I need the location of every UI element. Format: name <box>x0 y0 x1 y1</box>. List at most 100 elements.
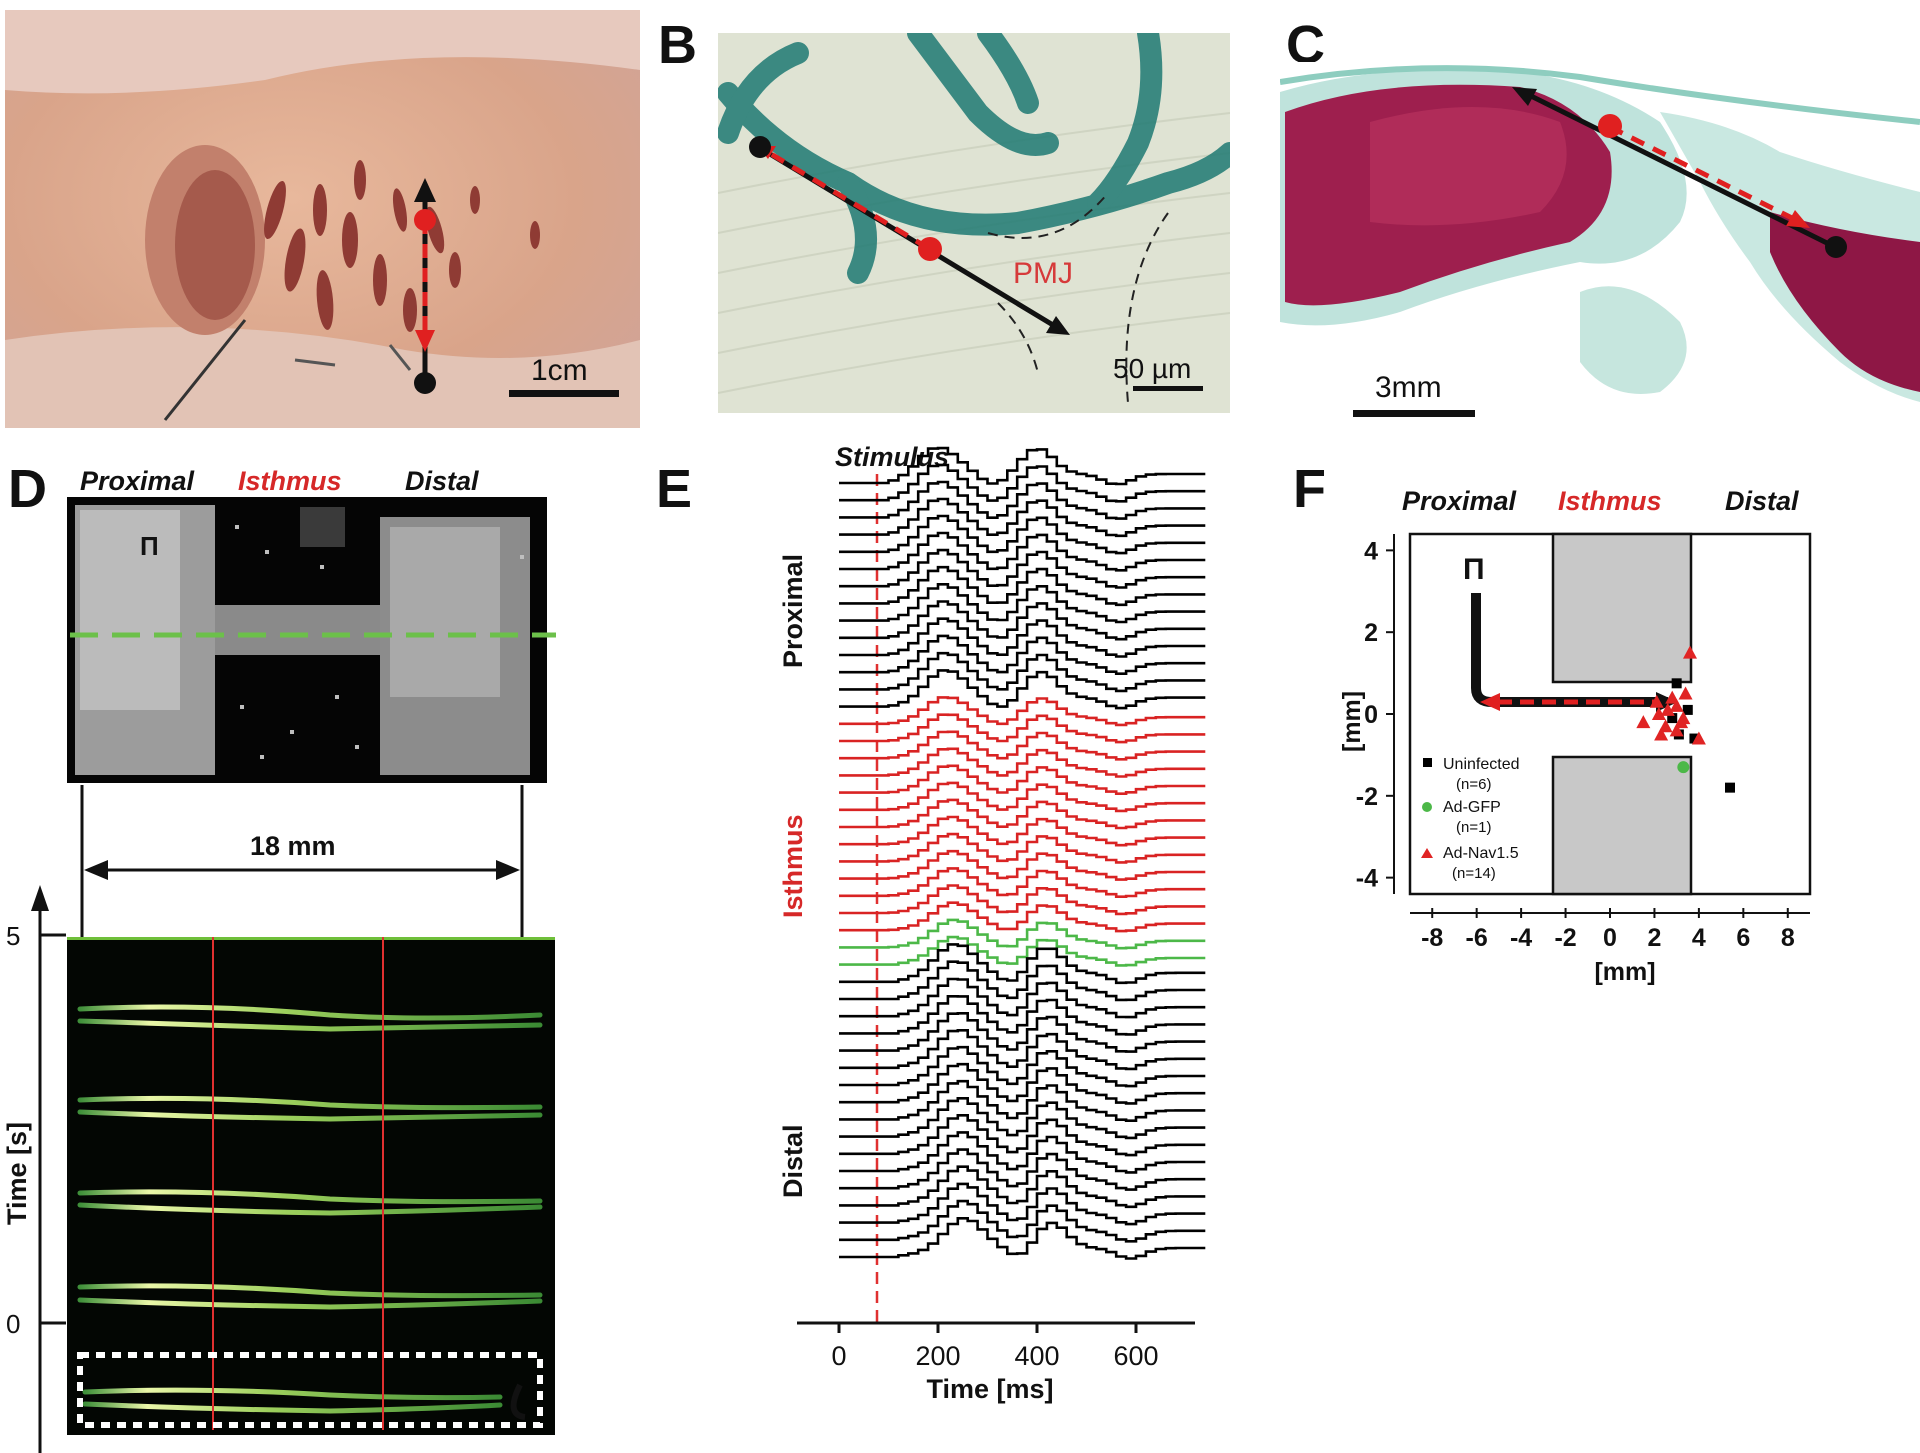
time-tick-0: 0 <box>6 1309 20 1339</box>
time-tick-5: 5 <box>6 921 20 951</box>
trace-line <box>839 935 1206 967</box>
trace-line <box>839 1148 1206 1191</box>
trace-line <box>839 514 1206 555</box>
dimension-label: 18 mm <box>250 831 336 861</box>
scatter-point-ad-nav1-5 <box>1669 698 1684 712</box>
scatter-point-uninfected <box>1671 678 1682 689</box>
stimulus-label: Stimulus <box>835 442 949 472</box>
trace-line <box>839 781 1206 813</box>
trace-line <box>839 634 1206 675</box>
f-xlabel: [mm] <box>1594 958 1655 986</box>
scale-bar-b <box>1133 386 1203 391</box>
trace-line <box>839 884 1206 916</box>
panel-label-d: D <box>8 459 47 519</box>
trace-line <box>839 1045 1206 1088</box>
trace-line <box>839 849 1206 881</box>
pi-electrode-d: П <box>140 531 159 561</box>
scatter-point-ad-nav1-5 <box>1669 723 1684 737</box>
region-isthmus-f: Isthmus <box>1558 486 1662 516</box>
group-label-proximal: Proximal <box>778 554 808 668</box>
trace-line <box>839 446 1206 486</box>
trace-line <box>839 918 1206 950</box>
scatter-point-ad-nav1-5 <box>1665 690 1680 704</box>
trace-line <box>839 651 1206 693</box>
legend-label-uninfected: Uninfected <box>1443 756 1520 773</box>
trace-line <box>839 943 1206 985</box>
trichrome-section-illustration: 3mm <box>1280 62 1920 422</box>
trace-line <box>839 713 1206 744</box>
conduction-arrow-c <box>1512 87 1847 258</box>
e-xtick-0: 0 <box>831 1341 846 1371</box>
legend-label-gfp: Ad-GFP <box>1443 799 1501 816</box>
f-xtick-label: -8 <box>1421 924 1443 952</box>
trace-line <box>839 1012 1206 1053</box>
trace-line <box>839 1062 1206 1105</box>
group-label-distal: Distal <box>778 1124 808 1198</box>
legend-marker-uninfected <box>1423 758 1432 767</box>
panel-label-b: B <box>658 15 697 75</box>
time-axis-label: Time [s] <box>2 1122 32 1225</box>
panel-label-f: F <box>1293 459 1326 519</box>
panel-d-figure: Proximal Isthmus Distal П 18 mm 5 0 Time… <box>2 466 556 1453</box>
e-xtick-200: 200 <box>915 1341 960 1371</box>
trace-line <box>839 1182 1206 1226</box>
isthmus-block-top <box>1551 532 1693 684</box>
scale-label-b: 50 µm <box>1113 353 1191 384</box>
f-xtick-label: -2 <box>1554 924 1576 952</box>
conduction-arrow-b <box>749 136 1070 335</box>
legend-marker-gfp <box>1422 802 1432 812</box>
f-xtick-label: 4 <box>1692 924 1706 952</box>
f-xtick-label: 0 <box>1603 924 1617 952</box>
scatter-point-uninfected <box>1667 713 1678 724</box>
heart-dissection-photo: 1cm <box>5 10 640 428</box>
scatter-point-uninfected <box>1725 782 1735 793</box>
trace-line <box>839 548 1206 589</box>
scatter-point-ad-nav1-5 <box>1660 702 1675 716</box>
scatter-point-ad-gfp <box>1677 761 1690 774</box>
region-proximal-d: Proximal <box>80 466 195 496</box>
scatter-point-ad-nav1-5 <box>1658 719 1673 733</box>
trace-line <box>839 1165 1206 1209</box>
scale-bar-c <box>1353 410 1475 417</box>
heart-dissection-illustration: 1cm <box>5 10 640 428</box>
scatter-point-ad-nav1-5 <box>1683 645 1697 659</box>
trace-line <box>839 747 1206 778</box>
trace-line <box>839 565 1206 607</box>
trace-line <box>839 815 1206 847</box>
conduction-arrow-a <box>414 178 436 394</box>
legend-label-nav15: Ad-Nav1.5 <box>1443 845 1519 862</box>
f-legend: Uninfected (n=6) Ad-GFP (n=1) Ad-Nav1.5 … <box>1421 756 1520 882</box>
scale-label-c: 3mm <box>1375 371 1442 404</box>
trace-line <box>839 617 1206 658</box>
f-xtick-label: -6 <box>1466 924 1488 952</box>
legend-n-nav15: (n=14) <box>1452 865 1496 882</box>
trace-line <box>839 1131 1206 1174</box>
trace-line <box>839 867 1206 898</box>
scatter-point-uninfected <box>1682 704 1693 715</box>
f-scatter-points <box>1636 645 1735 793</box>
trace-stack <box>839 446 1206 1260</box>
e-xlabel: Time [ms] <box>926 1374 1053 1404</box>
histology-photo-c: 3mm <box>1280 62 1920 422</box>
pmj-label: PMJ <box>1013 257 1073 290</box>
trace-line <box>839 764 1206 795</box>
scatter-point-ad-nav1-5 <box>1691 731 1706 745</box>
isthmus-block-bottom <box>1551 755 1693 896</box>
f-ytick-label: 4 <box>1364 537 1378 565</box>
panel-label-e: E <box>656 459 693 519</box>
trace-line <box>839 901 1206 933</box>
region-isthmus-d: Isthmus <box>238 466 342 496</box>
trace-line <box>839 600 1206 641</box>
panel-e-traces: Stimulus Proximal Isthmus Distal 0 200 4… <box>778 442 1206 1404</box>
trace-line <box>839 995 1206 1036</box>
f-ytick-label: 2 <box>1364 619 1378 647</box>
scatter-point-ad-nav1-5 <box>1678 686 1693 700</box>
trace-line <box>839 1079 1206 1122</box>
trace-line <box>839 977 1206 1019</box>
panel-f-chart: Proximal Isthmus Distal П Uninfected (n=… <box>1338 486 1812 986</box>
scale-bar-a <box>509 390 619 397</box>
trace-line <box>839 798 1206 830</box>
f-ylabel: [mm] <box>1338 691 1366 752</box>
trace-line <box>839 1097 1206 1140</box>
f-axes: -8 -6 -4 -2 0 2 4 6 8 4 2 0 -2 -4 <box>1356 534 1810 952</box>
